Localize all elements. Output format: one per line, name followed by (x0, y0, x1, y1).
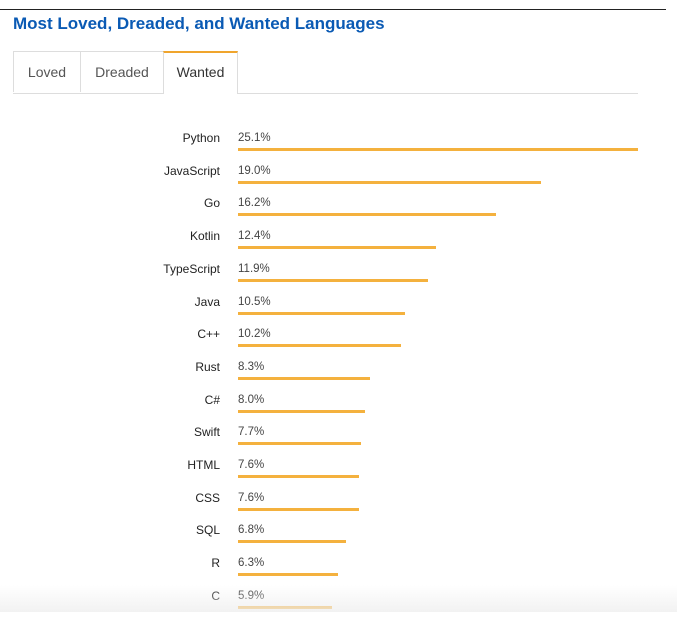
bar-python (238, 148, 638, 151)
value-label-python: 25.1% (238, 132, 271, 144)
category-label-rust: Rust (195, 359, 220, 374)
section-title: Most Loved, Dreaded, and Wanted Language… (13, 14, 385, 33)
value-label-c: 5.9% (238, 589, 265, 602)
value-label-typescript: 11.9% (238, 262, 270, 275)
category-label-r: R (211, 556, 220, 571)
category-label-swift: Swift (193, 425, 220, 440)
value-label-css: 7.6% (238, 491, 265, 504)
value-label-csharp: 8.0% (238, 393, 265, 406)
category-label-kotlin: Kotlin (189, 229, 220, 244)
category-label-css: CSS (195, 490, 220, 505)
top-divider (0, 9, 666, 10)
bar-javascript (238, 180, 541, 184)
bar-typescript (238, 278, 428, 282)
category-label-csharp: C# (204, 392, 220, 407)
category-label-sql: SQL (195, 523, 220, 538)
value-label-javascript: 19.0% (238, 164, 271, 177)
bar-rust (238, 376, 370, 380)
category-label-javascript: JavaScript (163, 163, 220, 178)
category-label-cplusplus: C++ (197, 327, 220, 342)
bar-sql (238, 540, 346, 544)
value-label-go: 16.2% (238, 197, 271, 210)
value-label-html: 7.6% (238, 459, 265, 471)
bar-c (238, 605, 332, 609)
value-label-sql: 6.8% (238, 524, 265, 537)
bottom-strip (0, 612, 677, 623)
bar-java (238, 311, 405, 315)
category-label-python: Python (182, 131, 220, 145)
value-label-r: 6.3% (238, 557, 265, 570)
bar-go (238, 213, 496, 217)
bar-csharp (238, 409, 365, 413)
bar-cplusplus (238, 344, 401, 348)
bar-css (238, 507, 359, 511)
tab-bar: Loved Dreaded Wanted (13, 51, 638, 94)
category-label-html: HTML (187, 458, 220, 472)
bar-kotlin (238, 246, 436, 250)
category-label-java: Java (194, 294, 220, 309)
value-label-rust: 8.3% (238, 360, 265, 373)
bar-html (238, 475, 359, 478)
bar-swift (238, 442, 361, 446)
bar-r (238, 573, 338, 577)
tab-dreaded[interactable]: Dreaded (80, 51, 164, 92)
tab-wanted[interactable]: Wanted (163, 51, 238, 94)
tab-loved[interactable]: Loved (13, 51, 81, 92)
category-label-c: C (211, 588, 220, 603)
category-label-typescript: TypeScript (163, 261, 220, 276)
value-label-kotlin: 12.4% (238, 230, 271, 243)
value-label-java: 10.5% (238, 295, 271, 308)
value-label-swift: 7.7% (238, 426, 265, 439)
value-label-cplusplus: 10.2% (238, 328, 271, 341)
category-label-go: Go (203, 196, 220, 211)
